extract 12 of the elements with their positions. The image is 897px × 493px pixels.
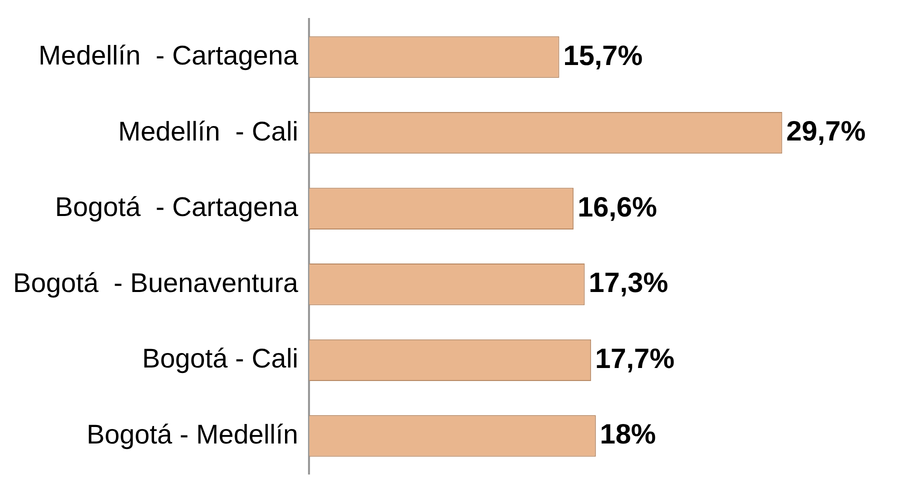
- data-label: 18%: [600, 418, 656, 450]
- data-label: 29,7%: [786, 116, 866, 147]
- y-tick-label: Bogotá - Cartagena: [55, 192, 300, 222]
- data-label: 16,6%: [578, 191, 658, 222]
- y-tick-label: Medellín - Cali: [118, 116, 298, 146]
- data-label: 17,7%: [595, 342, 675, 374]
- data-label: 17,3%: [588, 267, 668, 298]
- y-tick-label: Medellín - Cartagena: [38, 40, 300, 71]
- y-tick-label: Bogotá - Buenaventura: [13, 268, 300, 298]
- y-tick-label: Bogotá - Medellín: [86, 419, 298, 450]
- y-tick-label: Bogotá - Cali: [142, 344, 298, 374]
- data-label: 15,7%: [563, 40, 643, 71]
